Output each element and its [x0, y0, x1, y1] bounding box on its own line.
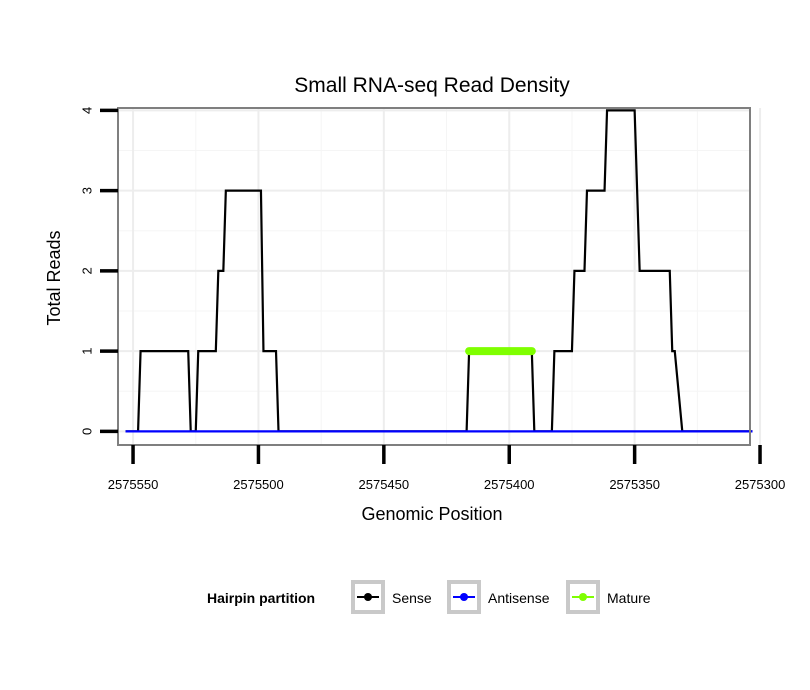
y-tick-label-1: 1	[79, 348, 94, 355]
legend-key-point	[364, 593, 372, 601]
legend-title: Hairpin partition	[207, 590, 315, 606]
x-axis-label: Genomic Position	[361, 504, 502, 524]
y-tick-label-3: 3	[79, 187, 94, 194]
x-tick-label-1: 2575500	[233, 477, 284, 492]
legend-key-point	[460, 593, 468, 601]
legend-items: Sense Antisense Mature	[351, 580, 651, 614]
x-axis-ticks: 2575550 2575500 2575450 2575400 2575350 25753…	[108, 445, 786, 492]
legend-item-sense: Sense	[351, 580, 432, 614]
x-tick-label-5: 2575300	[735, 477, 786, 492]
chart-title: Small RNA-seq Read Density	[294, 74, 570, 97]
y-tick-label-0: 0	[79, 428, 94, 435]
plot-panel	[118, 108, 750, 445]
series-layer	[125, 109, 753, 433]
legend: Hairpin partition Sense Antisense Mature	[207, 580, 651, 614]
y-axis-label: Total Reads	[44, 230, 64, 325]
legend-label-mature: Mature	[607, 590, 651, 606]
x-tick-label-2: 2575450	[359, 477, 410, 492]
x-tick-label-4: 2575350	[609, 477, 660, 492]
x-tick-label-0: 2575550	[108, 477, 159, 492]
legend-key-point	[579, 593, 587, 601]
y-tick-label-2: 2	[79, 267, 94, 274]
legend-label-antisense: Antisense	[488, 590, 550, 606]
legend-item-antisense: Antisense	[447, 580, 550, 614]
y-tick-label-4: 4	[79, 107, 94, 114]
grid-lines	[118, 108, 762, 445]
legend-item-mature: Mature	[566, 580, 651, 614]
legend-label-sense: Sense	[392, 590, 432, 606]
plot-border	[117, 107, 751, 446]
x-tick-label-3: 2575400	[484, 477, 535, 492]
y-axis-ticks: 0 1 2 3 4	[79, 107, 118, 435]
